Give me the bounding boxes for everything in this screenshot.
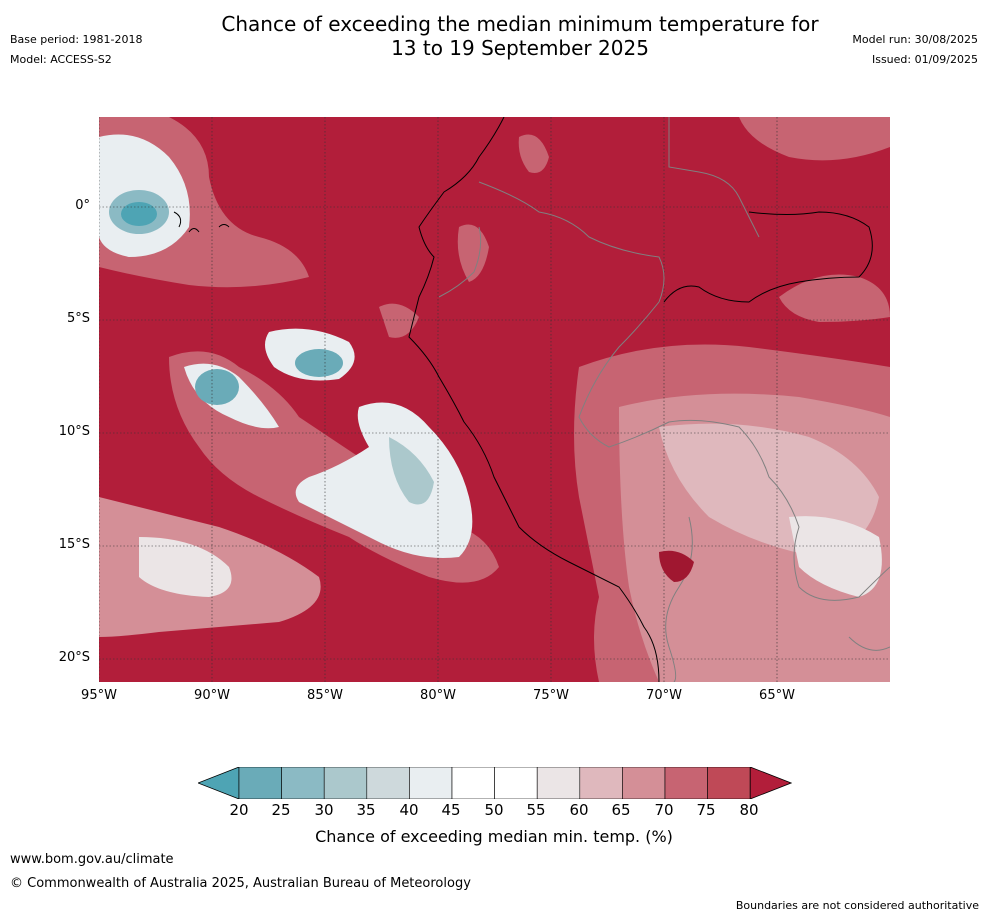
- model-run-text: Model run: 30/08/2025: [852, 33, 978, 46]
- colorbar-tick-75: 75: [696, 801, 716, 819]
- contour-sw-55: [139, 537, 232, 597]
- colorbar-segment: [494, 767, 538, 799]
- colorbar-tick-65: 65: [611, 801, 631, 819]
- contour-coast3-70: [518, 134, 549, 173]
- lon-label-65w: 65°W: [759, 688, 795, 703]
- lon-label-85w: 85°W: [307, 688, 343, 703]
- colorbar-segment: [323, 767, 368, 799]
- footer-copyright: © Commonwealth of Australia 2025, Austra…: [10, 876, 471, 891]
- colorbar-tick-30: 30: [314, 801, 334, 819]
- footer-url: www.bom.gov.au/climate: [10, 852, 174, 867]
- colorbar-segment: [664, 767, 708, 799]
- contour-ne-70: [779, 274, 890, 322]
- contour-coast-70: [379, 303, 419, 338]
- colorbar-tick-60: 60: [569, 801, 589, 819]
- meta-left: Base period: 1981-2018 Model: ACCESS-S2: [10, 30, 142, 70]
- meta-right: Model run: 30/08/2025 Issued: 01/09/2025: [852, 30, 978, 70]
- lon-label-90w: 90°W: [194, 688, 230, 703]
- colorbar-arrow-high: [749, 767, 792, 799]
- lake-area: [659, 550, 694, 582]
- footer-disclaimer: Boundaries are not considered authoritat…: [735, 899, 979, 912]
- colorbar-segment: [281, 767, 325, 799]
- colorbar-tick-80: 80: [739, 801, 759, 819]
- colorbar-segment: [366, 767, 410, 799]
- base-period-text: Base period: 1981-2018: [10, 33, 143, 46]
- colorbar-segment: [579, 767, 623, 799]
- colorbar-tick-45: 45: [441, 801, 461, 819]
- anomaly-contours: [99, 117, 890, 682]
- colorbar-tick-25: 25: [271, 801, 291, 819]
- gridlines: [99, 117, 890, 682]
- contour-coast2-70: [457, 224, 489, 282]
- colorbar-segment: [238, 767, 282, 799]
- colorbar-tick-50: 50: [484, 801, 504, 819]
- lon-label-95w: 95°W: [81, 688, 117, 703]
- colorbar-label: Chance of exceeding median min. temp. (%…: [315, 827, 673, 846]
- coastline: [173, 117, 873, 682]
- lon-label-75w: 75°W: [533, 688, 569, 703]
- colorbar-segment: [536, 767, 581, 799]
- model-text: Model: ACCESS-S2: [10, 53, 112, 66]
- country-borders: [438, 117, 890, 682]
- colorbar-tick-70: 70: [654, 801, 674, 819]
- colorbar-segment: [451, 767, 495, 799]
- lat-label-10s: 10°S: [58, 424, 90, 439]
- title-line-2: 13 to 19 September 2025: [391, 36, 649, 60]
- forecast-map: [99, 117, 890, 682]
- colorbar-tick-20: 20: [229, 801, 249, 819]
- issued-text: Issued: 01/09/2025: [871, 53, 978, 66]
- lat-label-15s: 15°S: [58, 537, 90, 552]
- map-title: Chance of exceeding the median minimum t…: [160, 12, 880, 60]
- map-svg: [99, 117, 890, 682]
- colorbar: [198, 767, 792, 799]
- contour-center-35: [389, 437, 434, 505]
- lon-label-70w: 70°W: [646, 688, 682, 703]
- lat-label-20s: 20°S: [58, 650, 90, 665]
- colorbar-tick-40: 40: [399, 801, 419, 819]
- contour-center-45: [295, 402, 473, 558]
- contour-n-25: [295, 349, 343, 377]
- lat-label-5s: 5°S: [66, 311, 90, 326]
- lat-label-0: 0°: [75, 198, 90, 213]
- colorbar-segment: [622, 767, 666, 799]
- lon-label-80w: 80°W: [420, 688, 456, 703]
- colorbar-segment: [707, 767, 751, 799]
- colorbar-segment: [409, 767, 453, 799]
- contour-east-55: [789, 516, 882, 597]
- colorbar-arrow-low: [198, 767, 240, 799]
- contour-central-25: [195, 369, 239, 405]
- colorbar-tick-35: 35: [356, 801, 376, 819]
- colorbar-tick-55: 55: [526, 801, 546, 819]
- contour-nw-20: [121, 202, 157, 226]
- title-line-1: Chance of exceeding the median minimum t…: [221, 12, 819, 36]
